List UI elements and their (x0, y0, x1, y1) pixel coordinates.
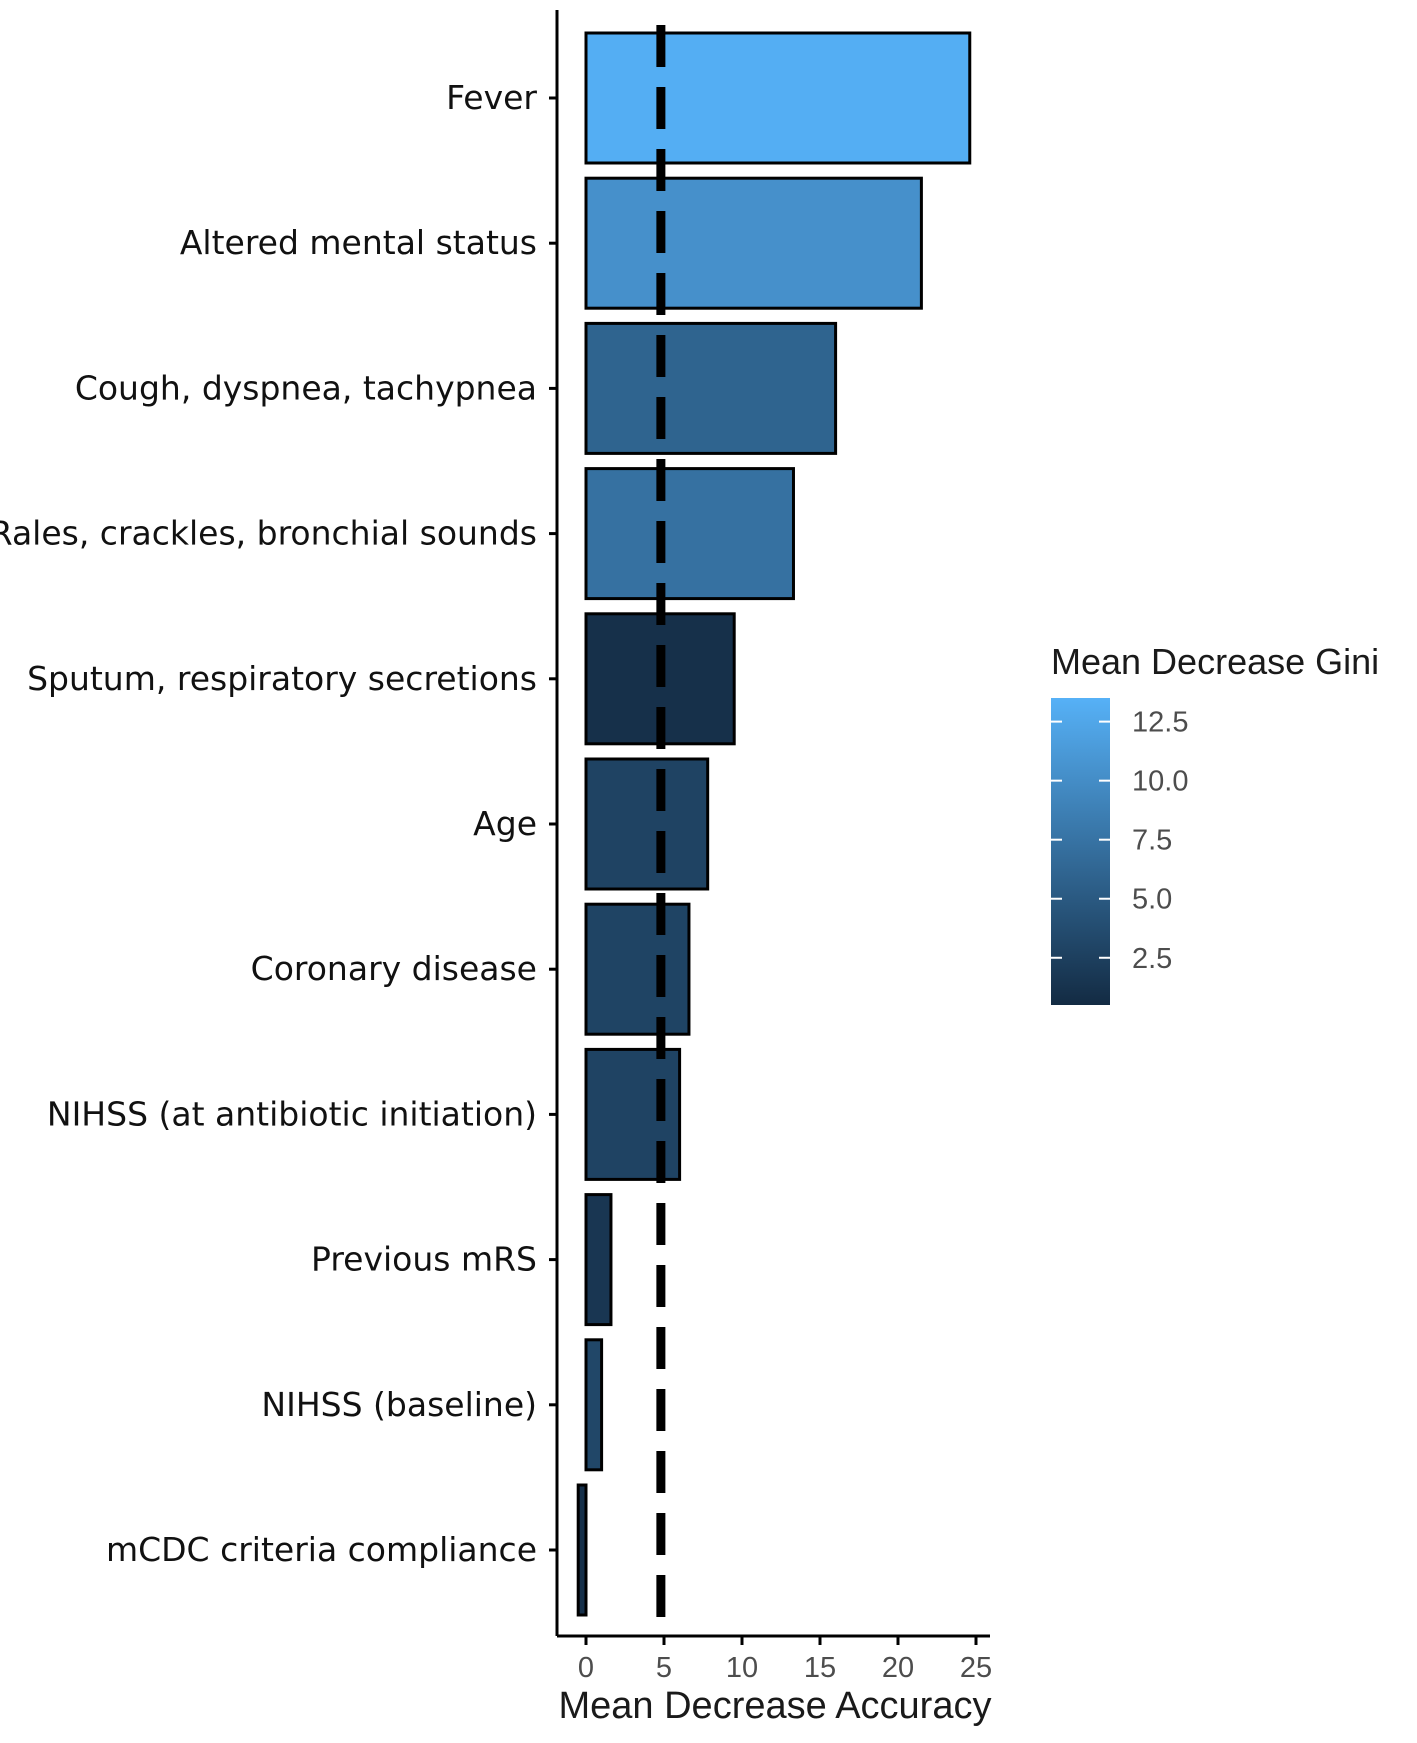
x-tick-label: 15 (804, 1652, 836, 1684)
category-label: mCDC criteria compliance (106, 1530, 537, 1569)
bar (584, 1193, 613, 1327)
legend-tick-label: 10.0 (1132, 766, 1188, 798)
category-label: Cough, dyspnea, tachypnea (75, 368, 537, 407)
bar (584, 321, 838, 455)
category-label: Rales, crackles, bronchial sounds (0, 514, 537, 553)
x-tick-label: 25 (960, 1652, 992, 1684)
x-tick-label: 5 (656, 1652, 672, 1684)
x-axis-title: Mean Decrease Accuracy (559, 1685, 992, 1727)
category-label: NIHSS (baseline) (261, 1385, 537, 1424)
x-tick-label: 20 (882, 1652, 914, 1684)
category-label: Previous mRS (311, 1240, 537, 1279)
legend-tick-label: 2.5 (1132, 943, 1172, 975)
legend-colorbar (1051, 698, 1110, 1005)
category-label: Age (473, 804, 537, 843)
legend-tick-label: 5.0 (1132, 884, 1172, 916)
x-tick-label: 0 (578, 1652, 594, 1684)
legend-title: Mean Decrease Gini (1051, 641, 1379, 682)
legend-tick-label: 7.5 (1132, 825, 1172, 857)
bar (584, 467, 795, 601)
bar (576, 1483, 588, 1617)
category-label: Fever (446, 78, 537, 117)
bar (584, 1338, 604, 1472)
color-legend: Mean Decrease Gini 12.5 10.0 7.5 5.0 2.5 (1051, 641, 1379, 1005)
category-label: Coronary disease (251, 949, 537, 988)
bar (584, 757, 710, 891)
bar (584, 902, 691, 1036)
legend-tick-label: 12.5 (1132, 707, 1188, 739)
bar (584, 31, 972, 165)
category-label: Altered mental status (180, 223, 537, 262)
category-label: NIHSS (at antibiotic initiation) (47, 1094, 537, 1133)
category-label: Sputum, respiratory secretions (27, 659, 537, 698)
bar (584, 1047, 682, 1181)
x-tick-label: 10 (726, 1652, 758, 1684)
bar (584, 176, 923, 310)
